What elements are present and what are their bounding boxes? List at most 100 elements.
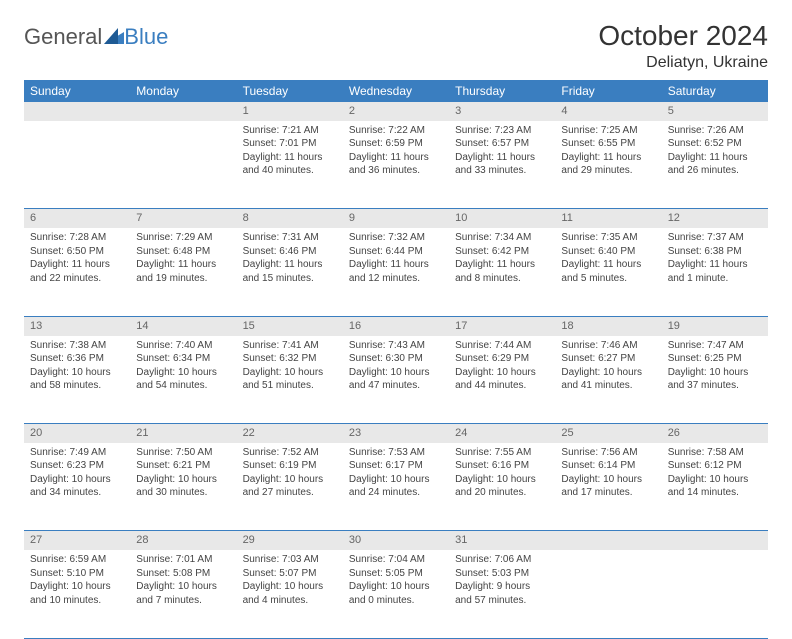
location: Deliatyn, Ukraine bbox=[598, 54, 768, 72]
day-cell-body: Sunrise: 7:06 AMSunset: 5:03 PMDaylight:… bbox=[449, 550, 555, 613]
sunrise-text: Sunrise: 7:53 AM bbox=[349, 446, 443, 460]
sunset-text: Sunset: 6:16 PM bbox=[455, 459, 549, 473]
day-cell-body: Sunrise: 7:58 AMSunset: 6:12 PMDaylight:… bbox=[662, 443, 768, 506]
sunset-text: Sunset: 6:36 PM bbox=[30, 352, 124, 366]
sunset-text: Sunset: 6:34 PM bbox=[136, 352, 230, 366]
title-block: October 2024 Deliatyn, Ukraine bbox=[598, 20, 768, 72]
day-cell: Sunrise: 7:56 AMSunset: 6:14 PMDaylight:… bbox=[555, 443, 661, 531]
daylight-text: Daylight: 11 hours and 12 minutes. bbox=[349, 258, 443, 285]
day-cell bbox=[662, 550, 768, 638]
day-cell-body: Sunrise: 7:55 AMSunset: 6:16 PMDaylight:… bbox=[449, 443, 555, 506]
sunrise-text: Sunrise: 7:50 AM bbox=[136, 446, 230, 460]
brand-part2: Blue bbox=[124, 24, 168, 50]
calendar-table: Sunday Monday Tuesday Wednesday Thursday… bbox=[24, 80, 768, 639]
day-cell-body: Sunrise: 7:35 AMSunset: 6:40 PMDaylight:… bbox=[555, 228, 661, 291]
sunset-text: Sunset: 7:01 PM bbox=[243, 137, 337, 151]
sunrise-text: Sunrise: 7:46 AM bbox=[561, 339, 655, 353]
day-cell: Sunrise: 7:28 AMSunset: 6:50 PMDaylight:… bbox=[24, 228, 130, 316]
day-number: 12 bbox=[662, 209, 768, 228]
day-cell-body: Sunrise: 7:40 AMSunset: 6:34 PMDaylight:… bbox=[130, 336, 236, 399]
day-cell: Sunrise: 6:59 AMSunset: 5:10 PMDaylight:… bbox=[24, 550, 130, 638]
day-number: 24 bbox=[449, 424, 555, 443]
sunset-text: Sunset: 5:08 PM bbox=[136, 567, 230, 581]
day-cell: Sunrise: 7:34 AMSunset: 6:42 PMDaylight:… bbox=[449, 228, 555, 316]
sunset-text: Sunset: 6:57 PM bbox=[455, 137, 549, 151]
day-number: 27 bbox=[24, 531, 130, 550]
daylight-text: Daylight: 10 hours and 7 minutes. bbox=[136, 580, 230, 607]
weekday-header: Monday bbox=[130, 80, 236, 102]
day-cell: Sunrise: 7:37 AMSunset: 6:38 PMDaylight:… bbox=[662, 228, 768, 316]
day-cell-body: Sunrise: 6:59 AMSunset: 5:10 PMDaylight:… bbox=[24, 550, 130, 613]
sunrise-text: Sunrise: 7:41 AM bbox=[243, 339, 337, 353]
day-cell-body: Sunrise: 7:22 AMSunset: 6:59 PMDaylight:… bbox=[343, 121, 449, 184]
day-number: 9 bbox=[343, 209, 449, 228]
day-cell-body: Sunrise: 7:53 AMSunset: 6:17 PMDaylight:… bbox=[343, 443, 449, 506]
daylight-text: Daylight: 10 hours and 30 minutes. bbox=[136, 473, 230, 500]
day-number: 30 bbox=[343, 531, 449, 550]
daylight-text: Daylight: 10 hours and 20 minutes. bbox=[455, 473, 549, 500]
daylight-text: Daylight: 11 hours and 33 minutes. bbox=[455, 151, 549, 178]
sunset-text: Sunset: 6:29 PM bbox=[455, 352, 549, 366]
sunrise-text: Sunrise: 7:25 AM bbox=[561, 124, 655, 138]
sunrise-text: Sunrise: 7:38 AM bbox=[30, 339, 124, 353]
sunrise-text: Sunrise: 7:40 AM bbox=[136, 339, 230, 353]
weekday-header-row: Sunday Monday Tuesday Wednesday Thursday… bbox=[24, 80, 768, 102]
week-row: Sunrise: 7:21 AMSunset: 7:01 PMDaylight:… bbox=[24, 121, 768, 209]
daylight-text: Daylight: 11 hours and 40 minutes. bbox=[243, 151, 337, 178]
sunrise-text: Sunrise: 7:34 AM bbox=[455, 231, 549, 245]
day-cell-body: Sunrise: 7:37 AMSunset: 6:38 PMDaylight:… bbox=[662, 228, 768, 291]
day-cell bbox=[24, 121, 130, 209]
sunset-text: Sunset: 6:30 PM bbox=[349, 352, 443, 366]
day-cell: Sunrise: 7:31 AMSunset: 6:46 PMDaylight:… bbox=[237, 228, 343, 316]
day-cell-body: Sunrise: 7:25 AMSunset: 6:55 PMDaylight:… bbox=[555, 121, 661, 184]
sunrise-text: Sunrise: 7:43 AM bbox=[349, 339, 443, 353]
day-number: 25 bbox=[555, 424, 661, 443]
day-cell: Sunrise: 7:21 AMSunset: 7:01 PMDaylight:… bbox=[237, 121, 343, 209]
day-number: 26 bbox=[662, 424, 768, 443]
day-cell-body: Sunrise: 7:01 AMSunset: 5:08 PMDaylight:… bbox=[130, 550, 236, 613]
sunrise-text: Sunrise: 7:01 AM bbox=[136, 553, 230, 567]
header: General Blue October 2024 Deliatyn, Ukra… bbox=[24, 20, 768, 72]
day-cell-body: Sunrise: 7:50 AMSunset: 6:21 PMDaylight:… bbox=[130, 443, 236, 506]
day-cell-body: Sunrise: 7:44 AMSunset: 6:29 PMDaylight:… bbox=[449, 336, 555, 399]
brand-part1: General bbox=[24, 24, 102, 50]
day-cell: Sunrise: 7:26 AMSunset: 6:52 PMDaylight:… bbox=[662, 121, 768, 209]
daylight-text: Daylight: 10 hours and 54 minutes. bbox=[136, 366, 230, 393]
daynum-row: 13141516171819 bbox=[24, 316, 768, 335]
day-cell: Sunrise: 7:44 AMSunset: 6:29 PMDaylight:… bbox=[449, 336, 555, 424]
sunset-text: Sunset: 6:14 PM bbox=[561, 459, 655, 473]
day-cell bbox=[555, 550, 661, 638]
daylight-text: Daylight: 11 hours and 19 minutes. bbox=[136, 258, 230, 285]
week-row: Sunrise: 7:49 AMSunset: 6:23 PMDaylight:… bbox=[24, 443, 768, 531]
day-cell-body: Sunrise: 7:03 AMSunset: 5:07 PMDaylight:… bbox=[237, 550, 343, 613]
sunset-text: Sunset: 6:19 PM bbox=[243, 459, 337, 473]
sunrise-text: Sunrise: 7:03 AM bbox=[243, 553, 337, 567]
sunrise-text: Sunrise: 7:21 AM bbox=[243, 124, 337, 138]
sunrise-text: Sunrise: 7:28 AM bbox=[30, 231, 124, 245]
daylight-text: Daylight: 10 hours and 0 minutes. bbox=[349, 580, 443, 607]
sunset-text: Sunset: 6:12 PM bbox=[668, 459, 762, 473]
day-number: 16 bbox=[343, 316, 449, 335]
daynum-row: 2728293031 bbox=[24, 531, 768, 550]
daylight-text: Daylight: 10 hours and 4 minutes. bbox=[243, 580, 337, 607]
month-title: October 2024 bbox=[598, 20, 768, 52]
day-number: 1 bbox=[237, 102, 343, 121]
sunset-text: Sunset: 6:23 PM bbox=[30, 459, 124, 473]
day-cell-body: Sunrise: 7:56 AMSunset: 6:14 PMDaylight:… bbox=[555, 443, 661, 506]
sunrise-text: Sunrise: 7:22 AM bbox=[349, 124, 443, 138]
daylight-text: Daylight: 10 hours and 24 minutes. bbox=[349, 473, 443, 500]
day-number: 23 bbox=[343, 424, 449, 443]
day-number: 19 bbox=[662, 316, 768, 335]
sunset-text: Sunset: 6:17 PM bbox=[349, 459, 443, 473]
day-number: 22 bbox=[237, 424, 343, 443]
day-cell-body: Sunrise: 7:38 AMSunset: 6:36 PMDaylight:… bbox=[24, 336, 130, 399]
daylight-text: Daylight: 10 hours and 37 minutes. bbox=[668, 366, 762, 393]
sunset-text: Sunset: 6:42 PM bbox=[455, 245, 549, 259]
day-cell: Sunrise: 7:29 AMSunset: 6:48 PMDaylight:… bbox=[130, 228, 236, 316]
week-row: Sunrise: 7:28 AMSunset: 6:50 PMDaylight:… bbox=[24, 228, 768, 316]
sunset-text: Sunset: 5:10 PM bbox=[30, 567, 124, 581]
week-row: Sunrise: 7:38 AMSunset: 6:36 PMDaylight:… bbox=[24, 336, 768, 424]
sunrise-text: Sunrise: 7:26 AM bbox=[668, 124, 762, 138]
daylight-text: Daylight: 10 hours and 58 minutes. bbox=[30, 366, 124, 393]
daylight-text: Daylight: 10 hours and 14 minutes. bbox=[668, 473, 762, 500]
